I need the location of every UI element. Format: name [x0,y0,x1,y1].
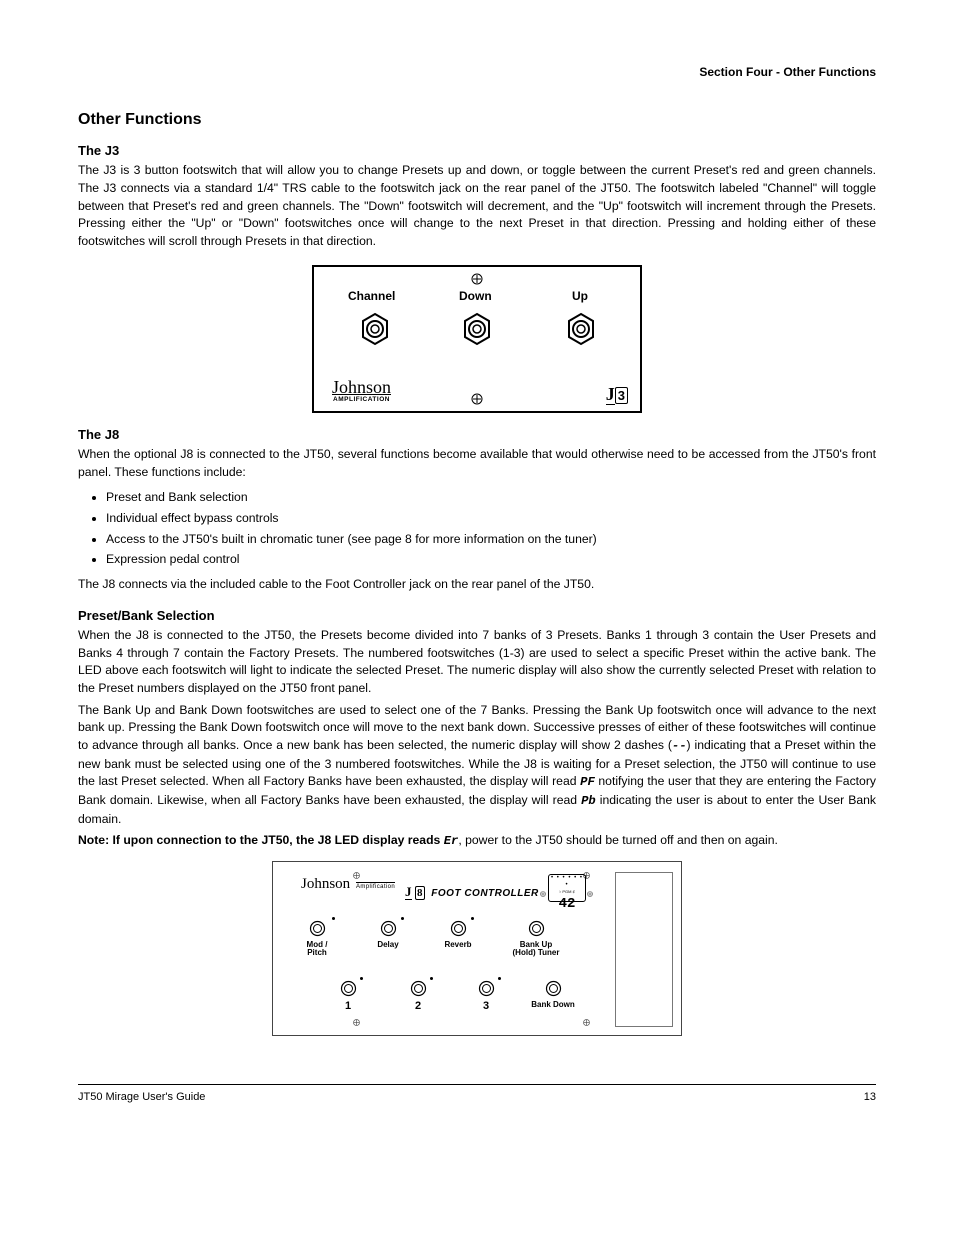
screw-icon [540,884,546,902]
j8-intro: When the optional J8 is connected to the… [78,446,876,481]
preset-bank-note: Note: If upon connection to the JT50, th… [78,832,876,851]
j3-diagram: Channel Down Up Johnson AMPLIFICATION JJ… [312,265,642,413]
footer-title: JT50 Mirage User's Guide [78,1091,205,1103]
display-pf: PF [580,775,595,789]
j8-bullet: Preset and Bank selection [106,487,876,508]
screw-icon [587,884,593,902]
preset-bank-heading: Preset/Bank Selection [78,608,876,623]
j8-bullet: Individual effect bypass controls [106,508,876,529]
j8-preset2-switch: 2 [403,980,433,1013]
screw-icon [471,393,483,405]
j8-bullet: Expression pedal control [106,549,876,570]
display-pb: Pb [581,794,596,808]
j8-bullet: Access to the JT50's built in chromatic … [106,529,876,550]
j3-brand-label: JJ33 [606,384,628,405]
footswitch-icon [460,312,494,346]
footswitch-icon [564,312,598,346]
display-er: Er [444,834,459,848]
j8-bankdown-switch: Bank Down [525,980,581,1009]
screw-icon [583,1013,590,1031]
j8-outro: The J8 connects via the included cable t… [78,576,876,594]
page-footer: JT50 Mirage User's Guide 13 [78,1084,876,1103]
j8-diagram: Johnson Amplification J8 FOOT CONTROLLER… [272,861,682,1036]
screw-icon [471,273,483,285]
j3-up-label: Up [572,289,588,303]
other-functions-heading: Other Functions [78,111,876,129]
j8-delay-switch: Delay [368,920,408,949]
j8-bankup-switch: Bank Up (Hold) Tuner [505,920,567,958]
j3-down-label: Down [459,289,492,303]
j8-preset1-switch: 1 [333,980,363,1013]
j3-channel-label: Channel [348,289,395,303]
preset-bank-p1: When the J8 is connected to the JT50, th… [78,627,876,698]
j3-description: The J3 is 3 button footswitch that will … [78,162,876,250]
johnson-logo: Johnson Amplification [301,876,395,893]
footswitch-icon [358,312,392,346]
display-dash: -- [672,739,687,753]
footer-page-number: 13 [864,1091,876,1103]
j8-modpitch-switch: Mod / Pitch [293,920,341,958]
section-header: Section Four - Other Functions [78,64,876,81]
preset-bank-p2: The Bank Up and Bank Down footswitches a… [78,702,876,829]
screw-icon [353,1013,360,1031]
j8-heading: The J8 [78,427,876,442]
j8-preset3-switch: 3 [471,980,501,1013]
j8-title-label: J8 FOOT CONTROLLER [405,884,539,900]
johnson-logo: Johnson AMPLIFICATION [332,377,391,403]
j8-reverb-switch: Reverb [438,920,478,949]
j3-heading: The J3 [78,143,876,158]
j8-display: • • • • • • • ♭ PGM ♯ 42 [548,874,586,902]
expression-pedal [615,872,673,1027]
